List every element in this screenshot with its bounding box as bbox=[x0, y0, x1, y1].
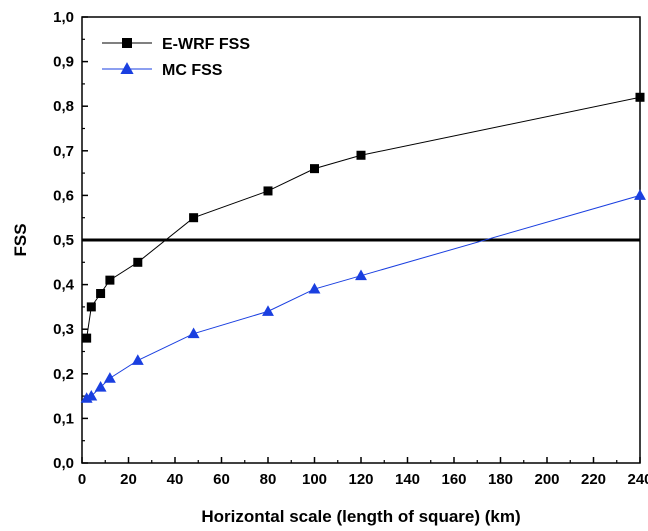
y-tick-label: 0,0 bbox=[53, 455, 74, 472]
series-2 bbox=[80, 189, 646, 403]
data-point-square bbox=[310, 164, 319, 174]
x-tick-label: 80 bbox=[260, 471, 277, 488]
legend-item: E-WRF FSS bbox=[102, 36, 250, 53]
data-point-triangle bbox=[103, 372, 116, 383]
y-tick-label: 0,2 bbox=[53, 366, 74, 383]
data-point-triangle bbox=[355, 269, 367, 281]
series-1 bbox=[82, 92, 645, 343]
data-point-triangle bbox=[262, 305, 274, 316]
y-tick-label: 0,5 bbox=[53, 232, 74, 249]
x-tick-label: 40 bbox=[167, 471, 184, 488]
x-tick-label: 120 bbox=[348, 471, 373, 488]
data-point-square bbox=[133, 257, 143, 267]
x-tick-label: 0 bbox=[78, 471, 86, 488]
y-tick-label: 0,3 bbox=[53, 321, 74, 338]
data-point-square bbox=[86, 302, 96, 312]
x-tick-label: 160 bbox=[441, 471, 466, 488]
y-tick-label: 0,8 bbox=[53, 98, 74, 115]
x-axis: 0 20 40 60 80 100 120 140 160 180 200 220 240 bbox=[78, 457, 648, 488]
data-point-triangle bbox=[94, 381, 107, 392]
x-tick-label: 20 bbox=[120, 471, 137, 488]
data-point-triangle bbox=[120, 62, 134, 74]
data-point-square bbox=[105, 275, 115, 285]
legend-label: MC FSS bbox=[162, 62, 223, 79]
x-tick-label: 200 bbox=[534, 471, 559, 488]
x-tick-label: 220 bbox=[581, 471, 606, 488]
y-tick-label: 0,9 bbox=[53, 54, 74, 71]
x-tick-label: 60 bbox=[213, 471, 230, 488]
x-tick-label: 100 bbox=[302, 471, 327, 488]
data-point-triangle bbox=[187, 327, 200, 339]
y-tick-label: 0,7 bbox=[53, 143, 74, 160]
data-point-square bbox=[96, 289, 106, 299]
y-tick-label: 1,0 bbox=[53, 9, 74, 26]
legend: E-WRF FSS MC FSS bbox=[102, 36, 250, 79]
y-axis: 0,0 0,1 0,2 0,3 0,4 0,5 0,6 0,7 0,8 0,9 1,0 bbox=[53, 9, 88, 472]
series-layer bbox=[80, 92, 646, 403]
series-line bbox=[86, 194, 641, 399]
data-point-square bbox=[635, 92, 645, 102]
series-line bbox=[86, 96, 641, 339]
x-tick-label: 180 bbox=[488, 471, 513, 488]
legend-item: MC FSS bbox=[102, 62, 223, 79]
y-axis-title: FSS bbox=[11, 223, 30, 256]
x-axis-title: Horizontal scale (length of square) (km) bbox=[201, 507, 520, 526]
data-point-square bbox=[189, 213, 199, 223]
data-point-triangle bbox=[308, 282, 321, 294]
y-tick-label: 0,4 bbox=[53, 277, 75, 294]
x-tick-label: 240 bbox=[627, 471, 648, 488]
data-point-square bbox=[356, 150, 366, 160]
y-tick-label: 0,6 bbox=[53, 187, 74, 204]
data-point-square bbox=[263, 186, 273, 196]
data-point-square bbox=[122, 38, 132, 48]
x-tick-label: 140 bbox=[395, 471, 420, 488]
data-point-triangle bbox=[634, 189, 646, 200]
data-point-triangle bbox=[131, 354, 144, 365]
y-tick-label: 0,1 bbox=[53, 410, 74, 427]
data-point-square bbox=[82, 333, 92, 343]
data-point-triangle bbox=[85, 389, 98, 401]
legend-label: E-WRF FSS bbox=[162, 36, 250, 53]
